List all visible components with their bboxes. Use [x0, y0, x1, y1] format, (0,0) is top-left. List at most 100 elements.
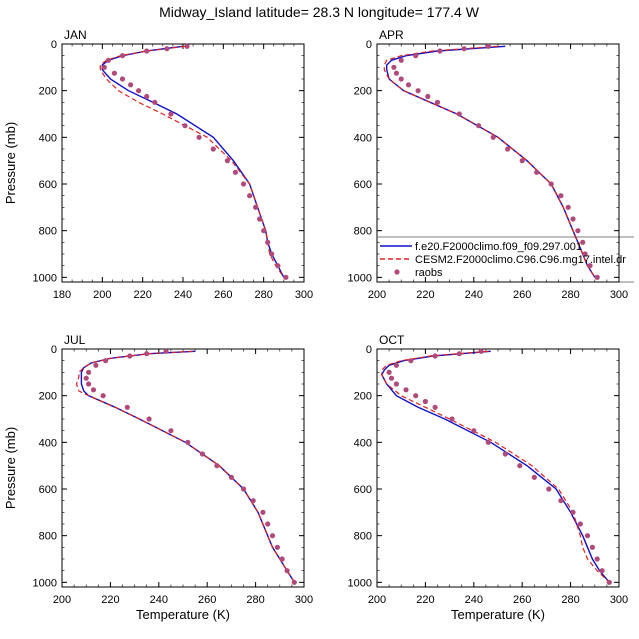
raobs-point [594, 556, 600, 562]
raobs-point [476, 123, 482, 129]
raobs-point [425, 93, 431, 100]
raobs-point [136, 88, 142, 94]
x-tick-label: 300 [295, 289, 313, 301]
y-tick-label: 1000 [33, 272, 57, 284]
x-tick-label: 220 [133, 289, 151, 301]
series-line-model2 [381, 350, 610, 583]
raobs-point [214, 463, 220, 469]
raobs-point [393, 362, 399, 368]
legend-label: f.e20.F2000climo.f09_f09.297.001 [415, 241, 582, 253]
raobs-point [291, 579, 297, 585]
x-tick-label: 260 [513, 594, 531, 606]
raobs-point [534, 169, 540, 175]
raobs-point [386, 369, 392, 375]
panel-jul: JUL 200 220 240 260 280 300 0 200 400 600 800 1000 Te… [3, 333, 313, 622]
raobs-point [284, 568, 290, 574]
raobs-point [119, 53, 126, 59]
x-tick-label: 280 [561, 594, 579, 606]
raobs-point [283, 274, 289, 280]
y-tick-label: 200 [354, 391, 372, 403]
y-tick-label: 1000 [33, 577, 57, 589]
panel-jan: JAN 180 200 220 240 260 280 300 0 200 400 600 800 100… [3, 28, 313, 301]
y-tick-label: 600 [39, 179, 57, 191]
raobs-point [101, 64, 107, 70]
raobs-point [247, 193, 253, 199]
x-tick-label: 220 [416, 289, 434, 301]
raobs-point [580, 239, 586, 245]
raobs-point [146, 416, 152, 422]
raobs-point [471, 428, 477, 434]
legend: f.e20.F2000climo.f09_f09.297.001CESM2.F2… [378, 236, 634, 283]
y-axis-label: Pressure (mb) [3, 427, 18, 509]
y-tick-label: 800 [354, 226, 372, 238]
legend-label: CESM2.F2000climo.C96.C96.mg17.intel.dr [415, 254, 626, 266]
raobs-point [86, 381, 92, 387]
raobs-point [505, 146, 511, 152]
raobs-point [388, 375, 395, 381]
raobs-point [144, 351, 150, 357]
raobs-point [393, 381, 399, 387]
raobs-point [199, 451, 205, 457]
legend-label: raobs [415, 267, 443, 279]
raobs-point [584, 533, 591, 539]
raobs-point [548, 181, 554, 187]
raobs-point [260, 509, 266, 515]
raobs-point [128, 82, 134, 88]
raobs-point [168, 428, 174, 434]
raobs-point [398, 57, 404, 63]
x-tick-label: 240 [174, 289, 192, 301]
raobs-point [437, 48, 443, 54]
raobs-point [265, 239, 271, 245]
raobs-point [490, 134, 496, 140]
raobs-point [164, 46, 170, 52]
legend-swatch [394, 269, 400, 275]
x-tick-label: 200 [93, 289, 111, 301]
raobs-point [422, 398, 428, 405]
x-tick-label: 240 [465, 289, 483, 301]
x-tick-label: 260 [198, 594, 216, 606]
series-line-model2 [99, 45, 285, 278]
raobs-point [456, 111, 462, 117]
y-tick-label: 0 [51, 344, 57, 356]
x-tick-label: 220 [416, 594, 434, 606]
y-tick-label: 600 [39, 484, 57, 496]
raobs-point [449, 416, 455, 422]
raobs-point [502, 451, 508, 457]
y-tick-label: 1000 [348, 272, 372, 284]
raobs-point [594, 274, 600, 280]
raobs-point [519, 158, 525, 164]
raobs-point [461, 46, 467, 52]
y-tick-label: 400 [354, 132, 372, 144]
raobs-point [253, 204, 259, 210]
raobs-point [144, 93, 150, 100]
raobs-point [582, 251, 588, 257]
raobs-point [182, 123, 188, 129]
raobs-point [168, 111, 174, 117]
raobs-point [144, 48, 150, 54]
y-tick-label: 200 [39, 86, 57, 98]
x-tick-label: 180 [53, 289, 71, 301]
y-tick-label: 400 [354, 437, 372, 449]
raobs-point [398, 76, 404, 82]
x-axis-label: Temperature (K) [451, 607, 545, 622]
raobs-point [124, 404, 130, 410]
x-tick-label: 240 [465, 594, 483, 606]
raobs-point [269, 533, 276, 539]
raobs-point [250, 498, 256, 504]
raobs-point [485, 43, 491, 49]
raobs-point [86, 369, 92, 375]
panels: JAN 180 200 220 240 260 280 300 0 200 400 600 800 100… [3, 28, 628, 622]
raobs-point [184, 43, 190, 49]
y-tick-label: 600 [354, 484, 372, 496]
raobs-point [93, 362, 99, 368]
raobs-point [185, 439, 191, 445]
series-line-model1 [381, 350, 610, 583]
plot-frame [61, 348, 305, 588]
raobs-point [274, 544, 280, 550]
raobs-point [265, 521, 271, 527]
raobs-point [261, 228, 267, 234]
x-tick-label: 200 [53, 594, 71, 606]
x-tick-label: 240 [150, 594, 168, 606]
raobs-point [570, 216, 576, 222]
raobs-point [546, 486, 552, 492]
